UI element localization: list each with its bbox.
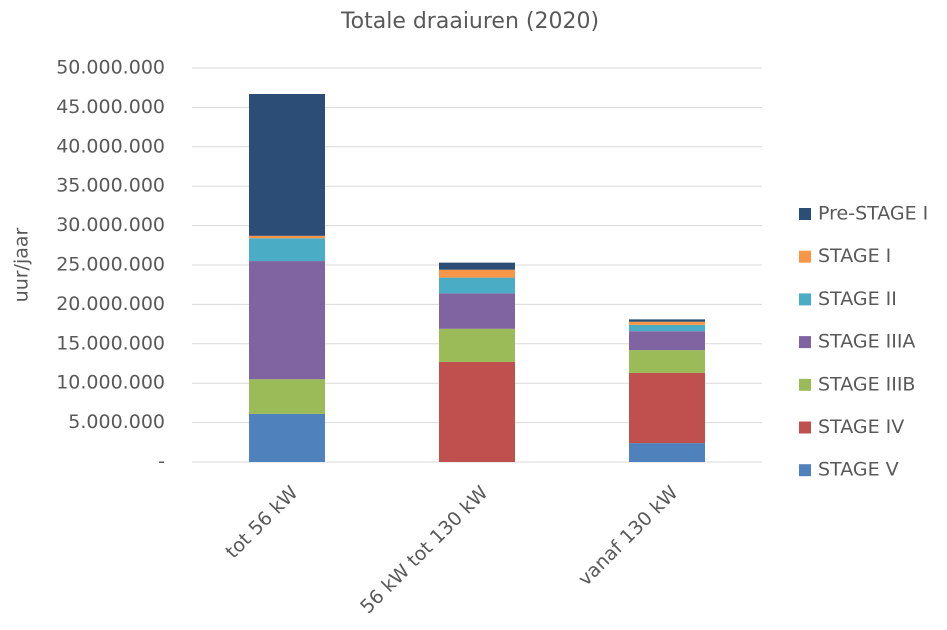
legend-label: STAGE I [818,245,891,267]
legend-label: STAGE V [818,459,899,481]
y-tick-label: 40.000.000 [56,135,165,157]
y-tick-label: 30.000.000 [56,214,165,236]
bar-segment [249,94,325,236]
y-tick-label: 25.000.000 [56,254,165,276]
bar-segment [629,350,705,373]
legend-swatch [799,293,811,306]
y-tick-label: 10.000.000 [56,372,165,394]
legend-swatch [799,208,811,220]
legend-swatch [799,250,811,263]
y-tick-label: 50.000.000 [56,57,165,79]
y-tick-label: 20.000.000 [56,293,165,315]
x-tick-label: tot 56 kW [221,482,302,563]
legend-swatch [799,336,811,349]
y-axis-title: uur/jaar [11,227,33,302]
legend-label: STAGE IV [818,416,904,438]
legend-label: STAGE IIIA [818,331,915,353]
x-tick-label: vanaf 130 kW [574,482,683,591]
bar-segment [629,321,705,325]
x-tick-label: 56 kW tot 130 kW [356,482,492,618]
bar-segment [249,379,325,414]
bar-segment [439,269,515,278]
y-tick-label: 15.000.000 [56,332,165,354]
bar-segment [629,319,705,322]
bar-segment [439,328,515,362]
bar-segment [249,261,325,380]
bar-segment [439,361,515,462]
bar-segment [629,324,705,332]
bar-segment [439,277,515,294]
y-tick-label: 5.000.000 [68,411,165,433]
bar-segment [629,331,705,351]
bar-segment [249,238,325,262]
bar-segment [629,443,705,462]
y-tick-label: 45.000.000 [56,96,165,118]
bar-segment [249,235,325,239]
y-tick-label: - [158,451,165,473]
legend-swatch [799,378,811,391]
legend-swatch [799,464,811,477]
bar-segment [629,372,705,444]
bar-segment [249,413,325,462]
legend-label: STAGE II [818,288,897,310]
legend-swatch [799,421,811,434]
bar-segment [439,262,515,270]
bar-segment [439,293,515,329]
legend-label: STAGE IIIB [818,373,915,395]
y-tick-label: 35.000.000 [56,175,165,197]
chart-title: Totale draaiuren (2020) [340,9,599,34]
legend-label: Pre-STAGE I [818,203,928,225]
